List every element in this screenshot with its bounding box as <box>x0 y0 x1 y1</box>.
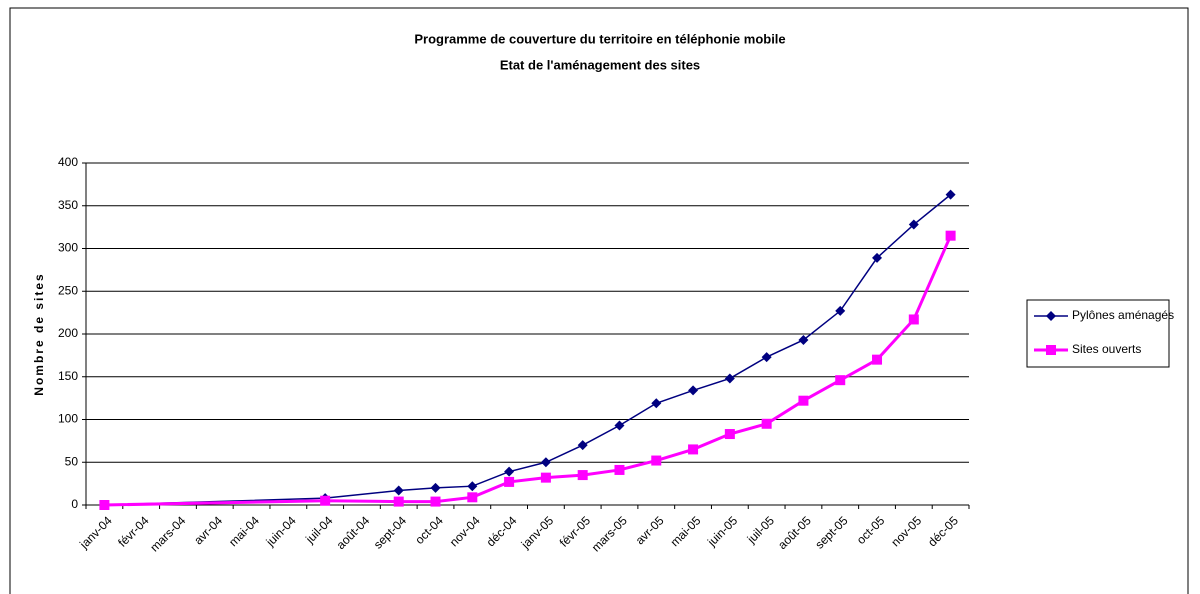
point <box>908 219 919 230</box>
legend-label: Pylônes aménagés <box>1072 308 1174 322</box>
point <box>908 314 919 325</box>
point <box>835 375 846 386</box>
point <box>835 305 846 316</box>
legend-marker <box>1046 345 1056 355</box>
chart-frame <box>9 7 1189 594</box>
point <box>467 481 478 492</box>
chart-title: Programme de couverture du territoire en… <box>414 31 785 46</box>
y-tick-label: 300 <box>58 241 78 255</box>
point <box>540 472 551 483</box>
point <box>688 385 699 396</box>
point <box>798 334 809 345</box>
point <box>872 354 883 365</box>
point <box>651 398 662 409</box>
point <box>320 495 331 506</box>
point <box>430 496 441 507</box>
chart-subtitle: Etat de l'aménagement des sites <box>500 57 700 72</box>
y-tick-label: 150 <box>58 369 78 383</box>
y-tick-label: 50 <box>65 454 79 468</box>
point <box>651 455 662 466</box>
y-tick-label: 350 <box>58 198 78 212</box>
y-tick-label: 400 <box>58 155 78 169</box>
point <box>430 482 441 493</box>
point <box>540 457 551 468</box>
y-axis-label: Nombre de sites <box>32 272 46 395</box>
point <box>688 444 699 455</box>
point <box>872 252 883 263</box>
legend-box <box>1026 299 1170 368</box>
y-tick-label: 250 <box>58 283 78 297</box>
series-line <box>104 194 952 506</box>
y-tick-label: 100 <box>58 412 78 426</box>
point <box>467 492 478 503</box>
y-tick-label: 200 <box>58 326 78 340</box>
point <box>99 500 110 510</box>
legend-marker <box>1046 311 1056 321</box>
point <box>761 418 772 429</box>
legend-label: Sites ouverts <box>1072 342 1141 356</box>
point <box>577 440 588 451</box>
point <box>724 373 735 384</box>
point <box>614 420 625 431</box>
point <box>577 470 588 481</box>
point <box>504 466 515 477</box>
point <box>393 485 404 496</box>
point <box>393 496 404 507</box>
point <box>945 230 956 241</box>
point <box>724 429 735 440</box>
point <box>945 189 956 200</box>
point <box>761 352 772 363</box>
point <box>504 476 515 487</box>
y-tick-label: 0 <box>71 497 78 511</box>
point <box>798 395 809 406</box>
point <box>614 464 625 475</box>
series-line <box>104 235 952 507</box>
